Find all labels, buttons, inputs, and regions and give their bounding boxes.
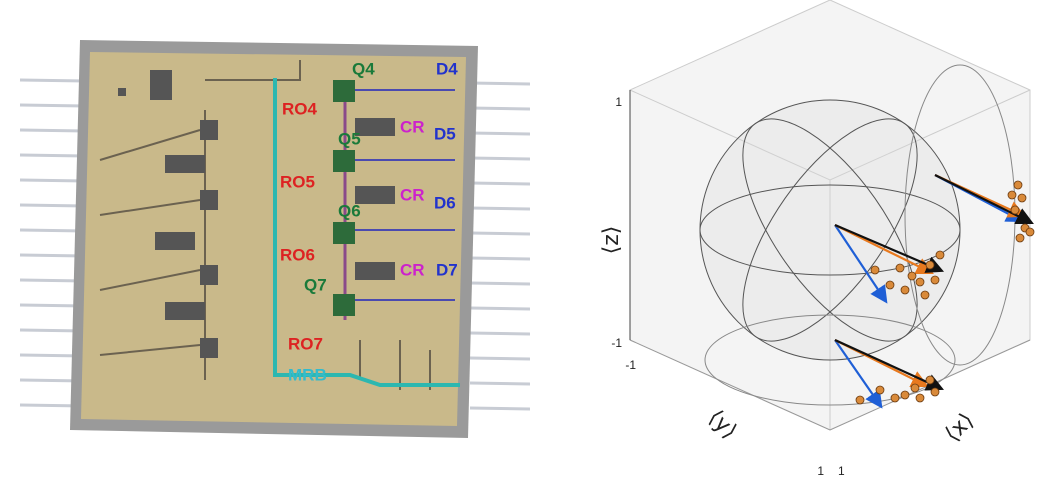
pin: [20, 205, 85, 206]
figure: Q4 Q5 Q6 Q7 D4 D5 D6 D7 RO4 RO5 RO6 RO7 …: [0, 0, 1039, 482]
z-axis-label: ⟨z⟩: [599, 226, 624, 255]
pin: [470, 383, 530, 384]
x-axis-label: ⟨x⟩: [940, 408, 979, 447]
pin: [470, 108, 530, 109]
coupler-label: CR: [400, 117, 425, 136]
drive-label: D4: [436, 59, 458, 78]
pin: [470, 408, 530, 409]
point: [916, 278, 924, 286]
point: [891, 394, 899, 402]
point: [1011, 206, 1019, 214]
y-tick-label: -1: [625, 358, 636, 372]
point: [1014, 181, 1022, 189]
point: [916, 394, 924, 402]
point: [896, 264, 904, 272]
pin: [470, 308, 530, 309]
point: [1026, 228, 1034, 236]
point: [1018, 194, 1026, 202]
point: [908, 272, 916, 280]
qubit-label: Q7: [304, 275, 327, 294]
point: [926, 376, 934, 384]
point: [886, 281, 894, 289]
pin: [20, 155, 85, 156]
point: [911, 384, 919, 392]
point: [931, 388, 939, 396]
pin: [20, 80, 85, 81]
pin: [470, 158, 530, 159]
point: [1016, 234, 1024, 242]
coupler-label: CR: [400, 260, 425, 279]
pin: [470, 208, 530, 209]
pin: [470, 283, 530, 284]
readout-label: RO4: [282, 99, 318, 118]
point: [926, 261, 934, 269]
point: [876, 386, 884, 394]
pin: [20, 180, 85, 181]
coupler-label: CR: [400, 185, 425, 204]
point: [936, 251, 944, 259]
y-axis-label: ⟨y⟩: [703, 405, 742, 444]
pin: [470, 83, 530, 84]
readout-label: RO5: [280, 172, 315, 191]
z-tick-label: 1: [615, 95, 622, 109]
drive-label: D5: [434, 124, 456, 143]
pin: [470, 333, 530, 334]
qubit-label: Q4: [352, 59, 375, 78]
y-tick-label: 1: [817, 464, 824, 478]
readout-label: RO7: [288, 334, 323, 353]
point: [856, 396, 864, 404]
pin: [470, 358, 530, 359]
pin: [470, 258, 530, 259]
pin: [470, 233, 530, 234]
drive-label: D6: [434, 193, 456, 212]
qubit-label: Q6: [338, 201, 361, 220]
qubit-label: Q5: [338, 129, 361, 148]
point: [871, 266, 879, 274]
point: [1008, 191, 1016, 199]
drive-label: D7: [436, 260, 458, 279]
pin: [20, 130, 85, 131]
readout-label: RO6: [280, 245, 315, 264]
point: [901, 391, 909, 399]
pin: [20, 105, 85, 106]
point: [931, 276, 939, 284]
pin: [470, 133, 530, 134]
z-tick-label: -1: [611, 336, 622, 350]
point: [901, 286, 909, 294]
pin: [470, 183, 530, 184]
point: [921, 291, 929, 299]
bus-label: MRB: [288, 365, 327, 384]
x-tick-label: 1: [838, 464, 845, 478]
